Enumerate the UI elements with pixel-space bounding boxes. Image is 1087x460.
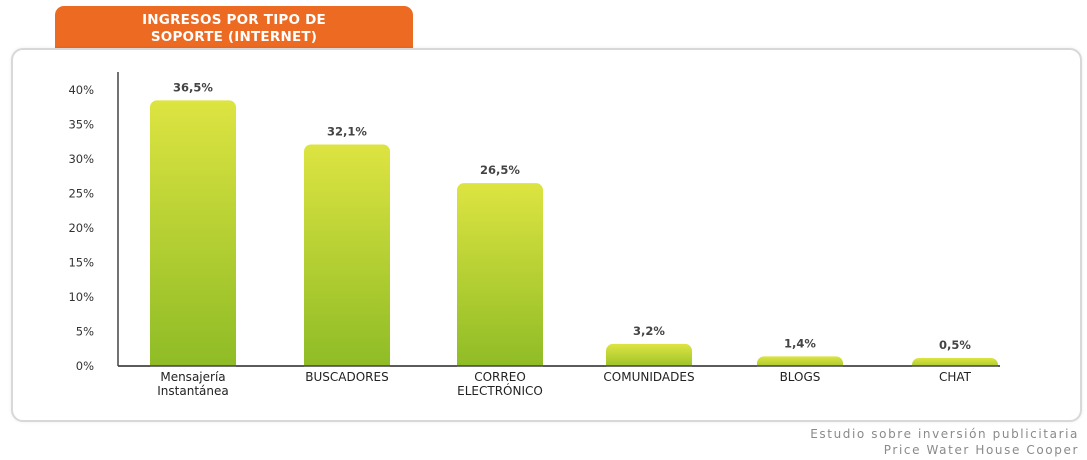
y-tick-label: 40% [68,83,94,97]
chart-title-tab: INGRESOS POR TIPO DE SOPORTE (INTERNET) [55,6,413,52]
bar-value-label: 26,5% [480,163,520,177]
bar-value-label: 1,4% [784,336,816,350]
y-tick-label: 25% [68,187,94,201]
y-tick-label: 35% [68,118,94,132]
bar-value-label: 3,2% [633,324,665,338]
x-category-label: CHAT [939,370,972,384]
bar-base-mask [912,366,998,374]
bar-value-label: 0,5% [939,338,971,352]
x-category-label: BLOGS [780,370,821,384]
y-tick-label: 30% [68,152,94,166]
bar-base-mask [304,366,390,374]
bar-value-label: 32,1% [327,125,367,139]
chart-title-line-1: INGRESOS POR TIPO DE [142,12,326,28]
y-tick-label: 20% [68,221,94,235]
source-line-2: Price Water House Cooper [883,443,1079,457]
bar [457,183,543,372]
x-category-label: ELECTRÓNICO [457,383,543,398]
bar-base-mask [150,366,236,374]
y-tick-label: 5% [76,325,94,339]
x-category-label: CORREO [474,370,526,384]
x-category-label: COMUNIDADES [603,370,694,384]
bar [150,100,236,372]
source-note: Estudio sobre inversión publicitaria Pri… [810,426,1079,458]
y-tick-label: 10% [68,290,94,304]
y-tick-label: 0% [76,359,94,373]
bar-value-label: 36,5% [173,80,213,94]
bar [606,343,692,372]
bar-base-mask [457,366,543,374]
source-line-1: Estudio sobre inversión publicitaria [810,427,1079,441]
chart-bars [150,100,998,374]
chart-title-line-2: SOPORTE (INTERNET) [150,29,318,45]
x-category-label: Mensajería [160,370,225,384]
x-category-label: BUSCADORES [305,370,388,384]
y-tick-label: 15% [68,256,94,270]
bar [304,144,390,372]
bar-base-mask [757,366,843,374]
bar-base-mask [606,366,692,374]
x-category-label: Instantánea [157,384,228,398]
